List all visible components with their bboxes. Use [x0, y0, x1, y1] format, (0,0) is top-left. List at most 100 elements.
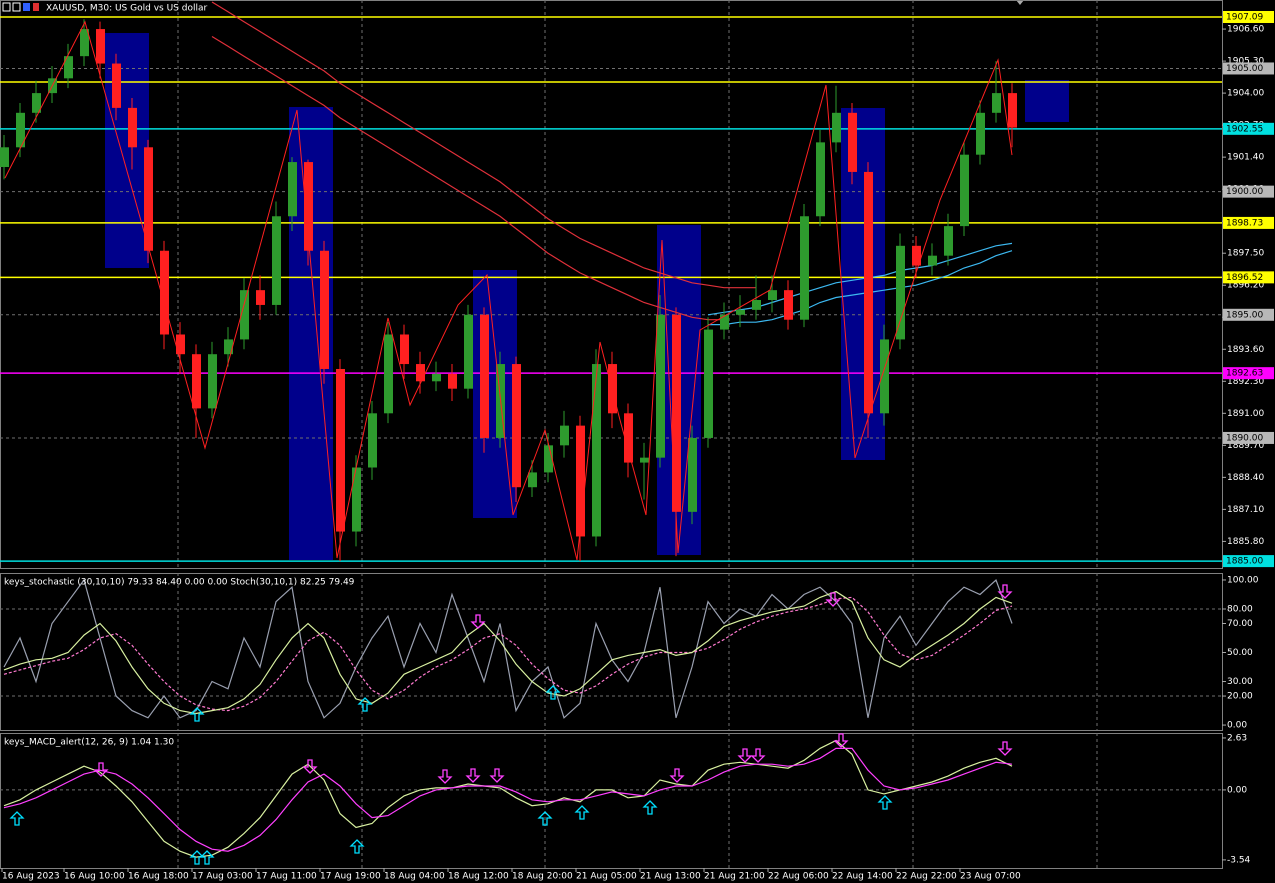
y-tick-label: 100.00: [1227, 575, 1259, 585]
indicator-title: keys_MACD_alert(12, 26, 9) 1.04 1.30: [4, 738, 174, 748]
icon-part: [2, 2, 11, 12]
sell-arrow: [833, 733, 849, 748]
y-tick-label: 1906.60: [1227, 25, 1264, 35]
indicator-line: [3, 739, 1013, 858]
sell-arrow: [437, 769, 453, 784]
price-level-tag: [1223, 367, 1274, 380]
sell-arrow: [750, 748, 766, 763]
y-tick-label: 1904.00: [1227, 89, 1264, 99]
panel-frame: [0, 573, 1223, 731]
price-level-label: 1892.63: [1226, 369, 1263, 379]
sell-arrow: [465, 768, 481, 783]
candle-body: [848, 112, 857, 172]
indicator-line: [3, 590, 1013, 715]
candle-body: [768, 290, 777, 301]
candle-body: [640, 457, 649, 463]
zone-box: [473, 270, 517, 518]
candle-body: [624, 413, 633, 463]
indicator-line: [211, 35, 724, 321]
indicator-line: [708, 250, 1013, 326]
buy-arrow: [537, 811, 553, 826]
x-tick-label: 16 Aug 10:00: [64, 872, 125, 882]
candle-body: [864, 171, 873, 414]
y-tick-label: 70.00: [1227, 619, 1253, 629]
indicator-line: [3, 747, 1013, 852]
symbol-icon: [2, 2, 39, 12]
candle-body: [720, 314, 729, 330]
y-tick-label: 1888.40: [1227, 473, 1264, 483]
sell-arrow: [93, 762, 109, 777]
candle-body: [912, 245, 921, 266]
x-tick-label: 17 Aug 19:00: [320, 872, 381, 882]
price-level-label: 1905.00: [1226, 64, 1263, 74]
candle-body: [736, 309, 745, 315]
x-tick-label: 18 Aug 04:00: [384, 872, 445, 882]
buy-arrow: [642, 800, 658, 815]
sell-arrow: [489, 768, 505, 783]
icon-part: [33, 3, 39, 11]
candle-body: [368, 413, 377, 468]
x-tick-label: 16 Aug 18:00: [128, 872, 189, 882]
y-tick-label: 1889.70: [1227, 441, 1264, 451]
y-tick-label: 1896.20: [1227, 281, 1264, 291]
y-tick-label: 50.00: [1227, 648, 1253, 658]
panel-frame: [0, 733, 1223, 869]
panel-frame: [0, 0, 1223, 569]
candle-body: [176, 334, 185, 355]
candle-body: [64, 56, 73, 79]
candle-body: [416, 364, 425, 382]
indicator-line: [3, 596, 1013, 712]
price-level-label: 1900.00: [1226, 187, 1263, 197]
candle-body: [960, 154, 969, 227]
sell-arrow: [997, 584, 1013, 599]
y-tick-label: 1887.10: [1227, 505, 1264, 515]
candle-body: [928, 255, 937, 266]
candle-body: [160, 250, 169, 335]
buy-arrow: [9, 811, 25, 826]
price-level-label: 1902.55: [1226, 124, 1263, 134]
x-tick-label: 21 Aug 05:00: [576, 872, 637, 882]
buy-arrow: [574, 805, 590, 820]
candle-body: [208, 354, 217, 409]
sell-arrow: [737, 748, 753, 763]
candle-body: [592, 364, 601, 537]
price-level-label: 1890.00: [1226, 433, 1263, 443]
candle-body: [480, 314, 489, 438]
zone-box: [1025, 80, 1069, 122]
y-tick-label: 1893.60: [1227, 345, 1264, 355]
candle-body: [272, 216, 281, 305]
price-level-label: 1896.52: [1226, 273, 1263, 283]
y-tick-label: 0.00: [1227, 785, 1247, 795]
y-tick-label: 30.00: [1227, 677, 1253, 687]
candle-body: [896, 245, 905, 340]
candle-body: [544, 445, 553, 473]
candle-body: [192, 354, 201, 409]
candle-body: [1008, 93, 1017, 128]
y-tick-label: 1892.30: [1227, 377, 1264, 387]
price-level-tag: [1223, 308, 1274, 321]
buy-arrow: [199, 850, 215, 865]
candle-body: [816, 142, 825, 217]
candle-body: [992, 93, 1001, 113]
candle-body: [688, 437, 697, 512]
price-level-label: 1895.00: [1226, 310, 1263, 320]
candle-body: [32, 93, 41, 113]
candle-body: [112, 63, 121, 108]
y-tick-label: 2.63: [1227, 733, 1247, 743]
y-tick-label: 1891.00: [1227, 409, 1264, 419]
icon-part: [23, 3, 30, 11]
x-tick-label: 21 Aug 13:00: [640, 872, 701, 882]
x-tick-label: 22 Aug 14:00: [832, 872, 893, 882]
candle-body: [512, 364, 521, 488]
candle-body: [944, 226, 953, 256]
y-tick-label: -3.54: [1227, 855, 1251, 865]
price-level-tag: [1223, 216, 1274, 229]
candle-body: [320, 250, 329, 369]
price-level-tag: [1223, 271, 1274, 284]
candle-body: [144, 147, 153, 251]
sell-arrow: [997, 741, 1013, 756]
candle-body: [656, 314, 665, 458]
buy-arrow: [349, 839, 365, 854]
y-tick-label: 1885.80: [1227, 537, 1264, 547]
